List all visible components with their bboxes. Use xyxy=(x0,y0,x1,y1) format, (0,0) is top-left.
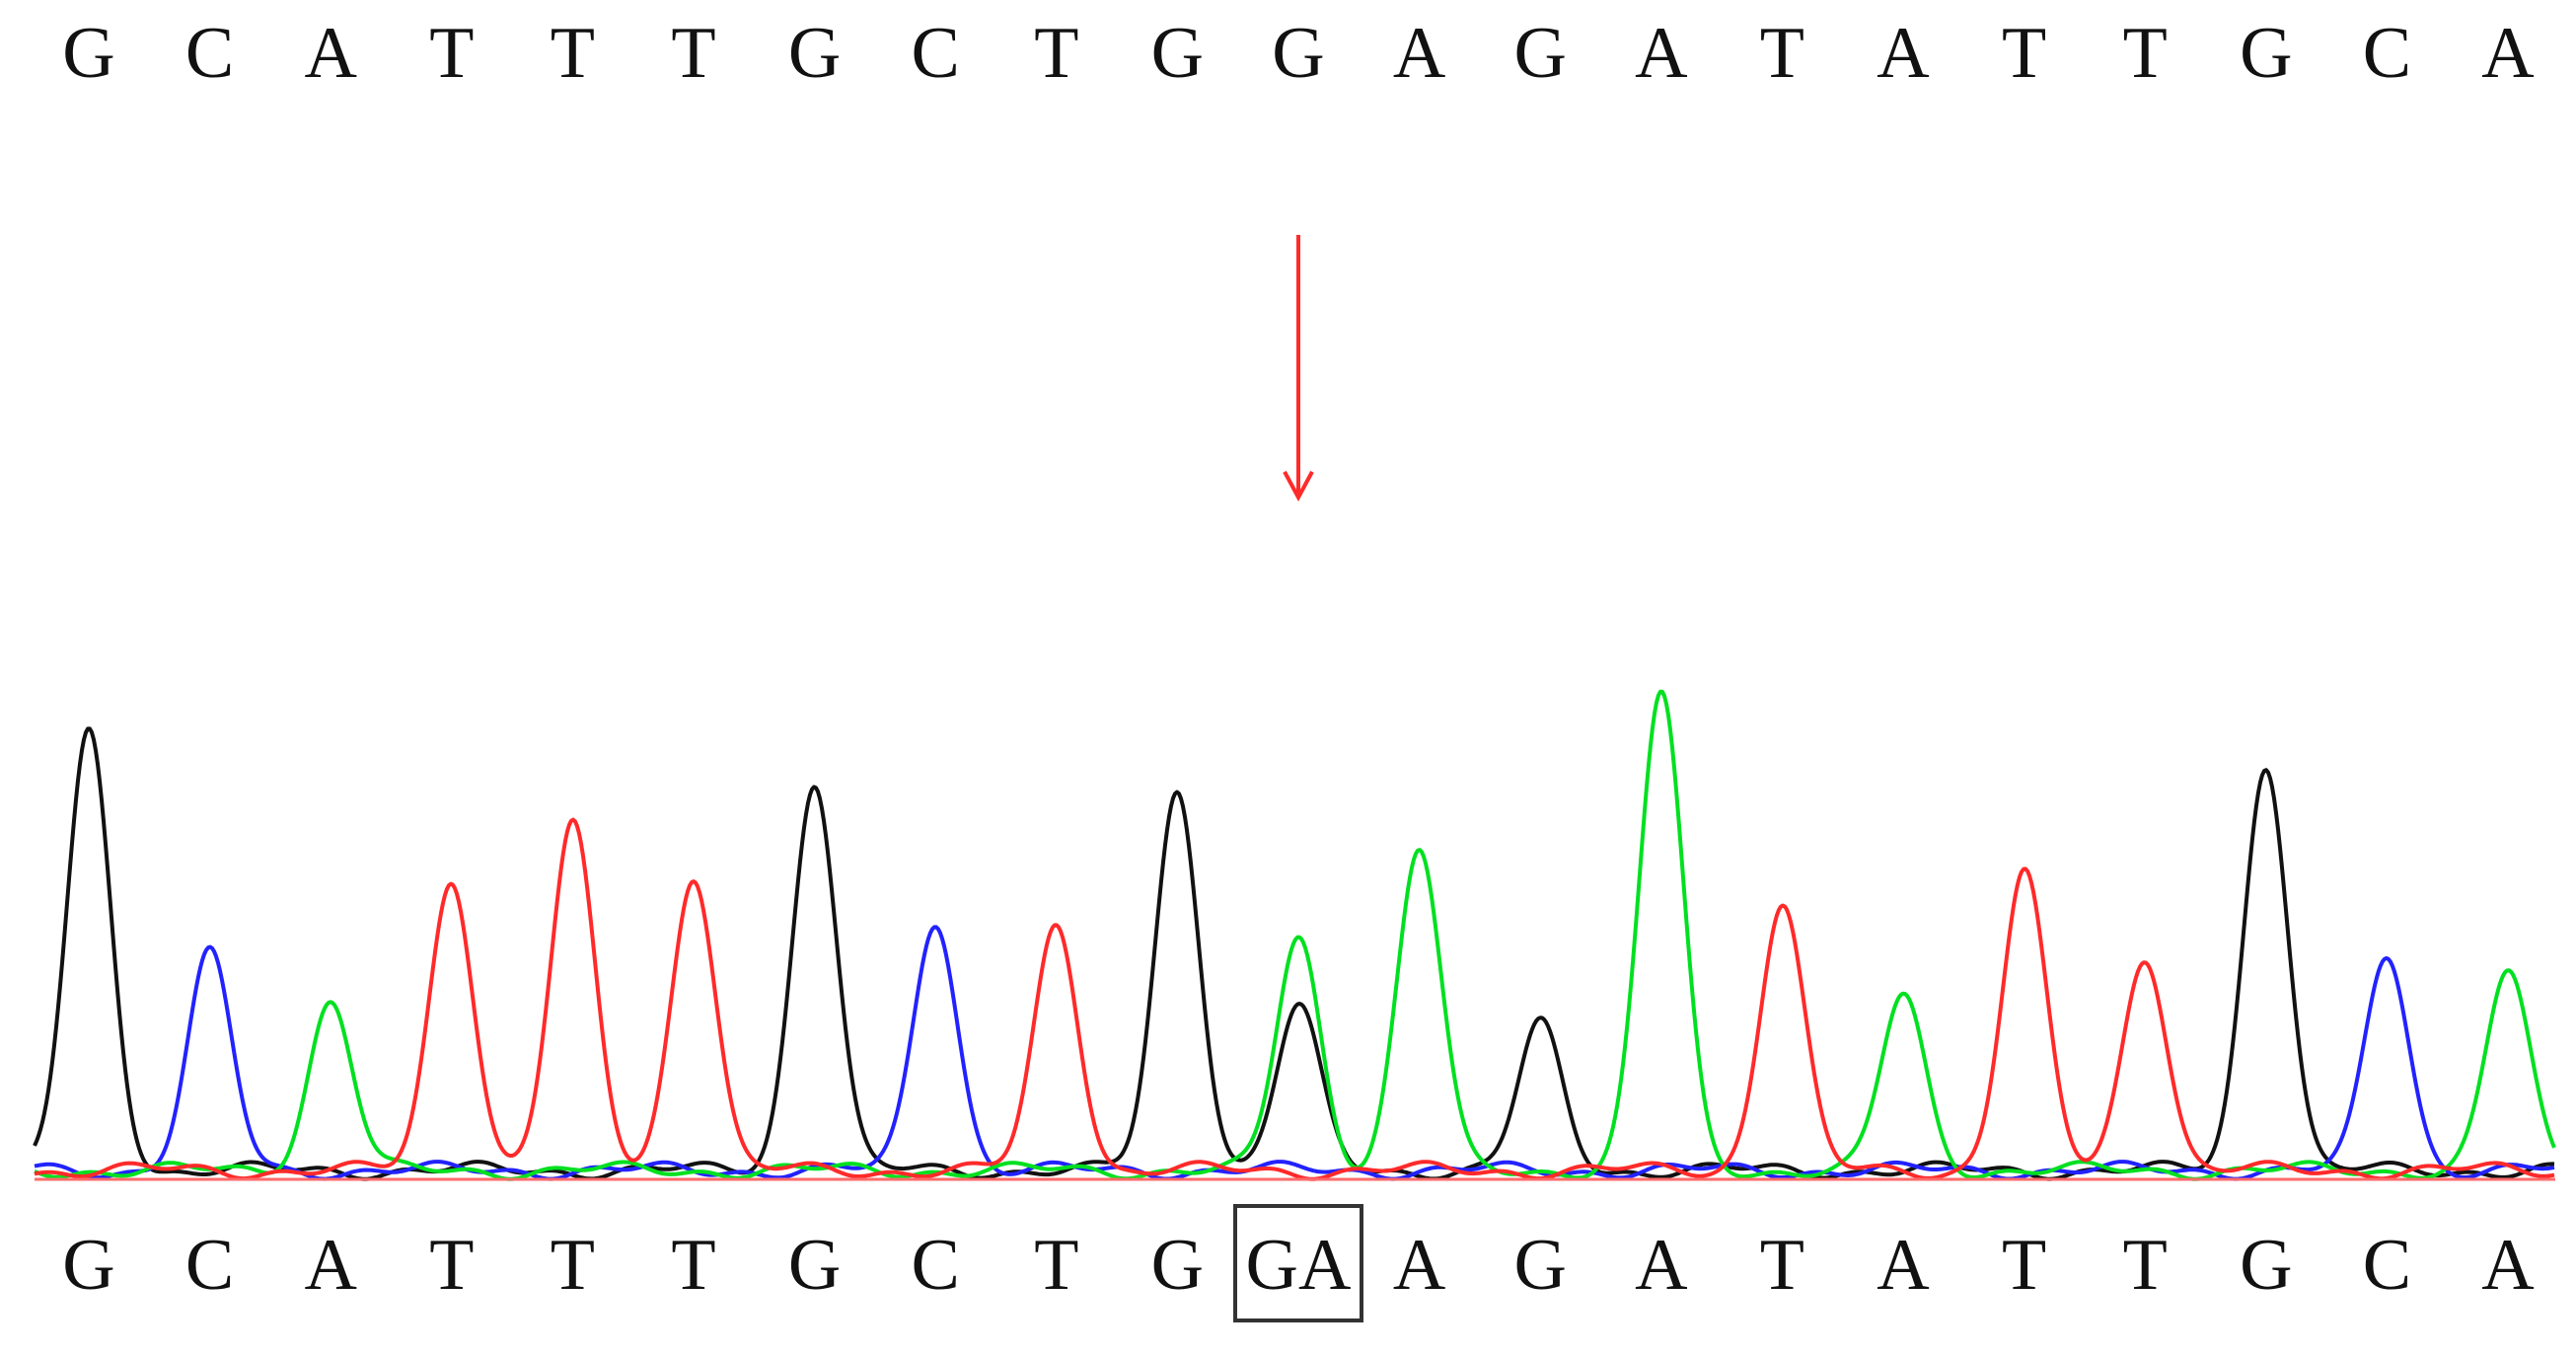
reference-base: A xyxy=(1635,13,1687,94)
sample-base: T xyxy=(1760,1225,1804,1306)
mutation-arrow-head xyxy=(1283,471,1314,502)
sample-base: C xyxy=(185,1225,234,1306)
sample-base: G xyxy=(788,1225,841,1306)
reference-base: T xyxy=(671,13,715,94)
reference-base: T xyxy=(1760,13,1804,94)
sample-base: A xyxy=(1877,1225,1929,1306)
sample-base: T xyxy=(551,1225,595,1306)
sample-base: T xyxy=(2123,1225,2168,1306)
sample-base: T xyxy=(2002,1225,2046,1306)
heterozygous-call-box xyxy=(1233,1204,1363,1322)
reference-base: A xyxy=(1877,13,1929,94)
reference-base: A xyxy=(304,13,356,94)
sample-sequence: G C A T T T G C T G GA A G A T A T T G C A xyxy=(62,1225,2534,1306)
sample-base: A xyxy=(1635,1225,1687,1306)
reference-base: A xyxy=(1393,13,1445,94)
sample-base: C xyxy=(912,1225,960,1306)
mutation-arrow xyxy=(1283,235,1314,502)
chromatogram-traces xyxy=(33,689,2556,1181)
sample-base: G xyxy=(1513,1225,1566,1306)
sample-base: G xyxy=(1151,1225,1204,1306)
reference-base: G xyxy=(1513,13,1566,94)
sample-base: C xyxy=(2363,1225,2411,1306)
sample-base: A xyxy=(304,1225,356,1306)
sample-base: A xyxy=(2481,1225,2534,1306)
reference-base: T xyxy=(1034,13,1078,94)
reference-base: T xyxy=(551,13,595,94)
trace-a xyxy=(34,689,2556,1181)
sample-base: G xyxy=(62,1225,114,1306)
sample-base: GA xyxy=(1246,1225,1352,1306)
reference-base: T xyxy=(2002,13,2046,94)
sample-base: G xyxy=(2240,1225,2292,1306)
reference-base: G xyxy=(1272,13,1324,94)
reference-base: G xyxy=(788,13,841,94)
sample-base: T xyxy=(429,1225,474,1306)
reference-base: C xyxy=(185,13,234,94)
reference-base: T xyxy=(2123,13,2168,94)
trace-t xyxy=(34,817,2555,1181)
sample-base: T xyxy=(1034,1225,1078,1306)
reference-base: A xyxy=(2481,13,2534,94)
reference-base: G xyxy=(2240,13,2292,94)
trace-c xyxy=(34,925,2555,1181)
sample-base: A xyxy=(1393,1225,1445,1306)
sample-base: T xyxy=(671,1225,715,1306)
reference-base: G xyxy=(1151,13,1204,94)
reference-base: C xyxy=(2363,13,2411,94)
reference-base: G xyxy=(62,13,114,94)
reference-base: T xyxy=(429,13,474,94)
reference-base: C xyxy=(912,13,960,94)
